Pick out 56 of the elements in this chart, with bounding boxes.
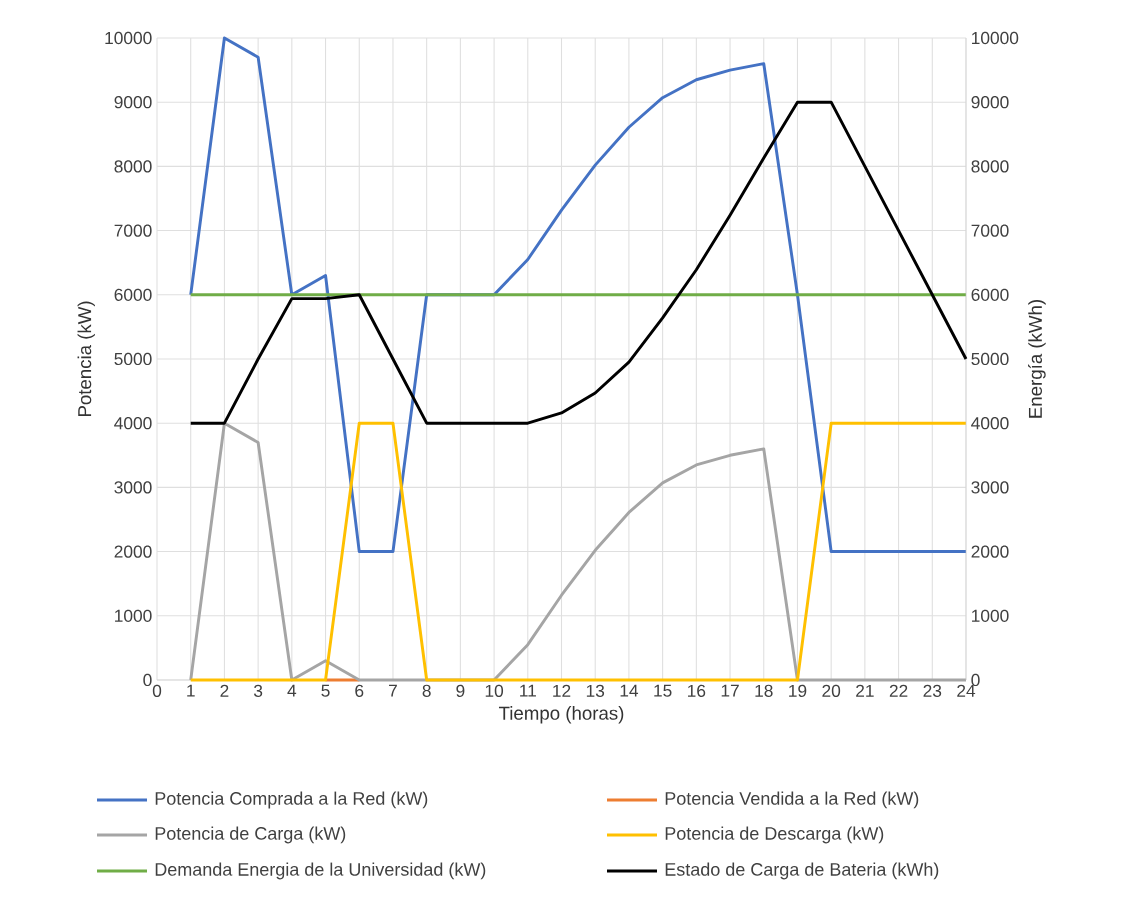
y-tick-label: 1000: [115, 609, 152, 622]
legend-label: Estado de Carga de Bateria (kWh): [665, 862, 939, 880]
y2-tick-label: 5000: [971, 352, 1009, 366]
x-tick-label: 23: [923, 684, 942, 697]
x-tick-label: 4: [287, 684, 297, 697]
y2-tick-label: 2000: [971, 545, 1009, 558]
x-tick-label: 18: [755, 684, 773, 697]
y-axis-title: Potencia (kW): [77, 301, 95, 417]
y-tick-label: 3000: [114, 481, 152, 494]
legend-label: Potencia Vendida a la Red (kW): [665, 791, 919, 809]
x-tick-label: 11: [520, 684, 536, 697]
x-tick-label: 13: [586, 684, 605, 697]
legend-label: Potencia de Descarga (kW): [665, 826, 884, 844]
y-tick-label: 4000: [114, 417, 152, 430]
x-tick-label: 19: [789, 684, 807, 697]
legend-label: Potencia de Carga (kW): [155, 826, 346, 844]
y2-tick-label: 10000: [972, 31, 1019, 45]
x-tick-label: 17: [721, 684, 739, 697]
x-tick-label: 16: [688, 684, 706, 697]
legend-label: Demanda Energia de la Universidad (kW): [155, 862, 486, 880]
y-tick-label: 7000: [114, 224, 152, 237]
x-tick-label: 6: [355, 684, 364, 697]
y2-tick-label: 6000: [971, 288, 1009, 301]
x-tick-label: 0: [152, 684, 162, 697]
x-tick-label: 21: [856, 684, 874, 697]
x-tick-label: 24: [957, 684, 976, 697]
y-tick-label: 2000: [114, 545, 152, 558]
x-tick-label: 14: [620, 684, 639, 697]
y2-tick-label: 9000: [971, 96, 1009, 109]
x-tick-label: 10: [485, 684, 504, 697]
x-tick-label: 20: [822, 684, 841, 697]
x-tick-label: 3: [253, 684, 263, 697]
y-tick-label: 9000: [114, 96, 152, 109]
x-tick-label: 15: [654, 684, 672, 697]
x-axis-title: Tiempo (horas): [498, 706, 624, 724]
x-tick-label: 22: [889, 684, 908, 697]
y2-tick-label: 7000: [971, 224, 1009, 237]
x-tick-label: 12: [553, 684, 571, 697]
x-tick-label: 1: [187, 684, 195, 697]
y-tick-label: 6000: [114, 288, 152, 301]
y2-tick-label: 8000: [971, 160, 1009, 173]
y-tick-label: 8000: [114, 160, 152, 173]
y2-tick-label: 4000: [971, 417, 1009, 430]
x-tick-label: 7: [389, 684, 397, 697]
y-tick-label: 5000: [114, 352, 152, 366]
y-tick-label: 0: [143, 673, 152, 687]
x-tick-label: 9: [456, 684, 465, 697]
legend-label: Potencia Comprada a la Red (kW): [155, 791, 428, 809]
y2-tick-label: 1000: [972, 609, 1009, 622]
x-tick-label: 8: [422, 684, 431, 697]
y2-tick-label: 3000: [971, 481, 1009, 494]
y2-axis-title: Energía (kWh): [1028, 300, 1046, 418]
x-tick-label: 2: [220, 684, 229, 697]
x-tick-label: 5: [321, 684, 330, 697]
y-tick-label: 10000: [105, 31, 152, 45]
y2-tick-label: 0: [971, 673, 980, 687]
